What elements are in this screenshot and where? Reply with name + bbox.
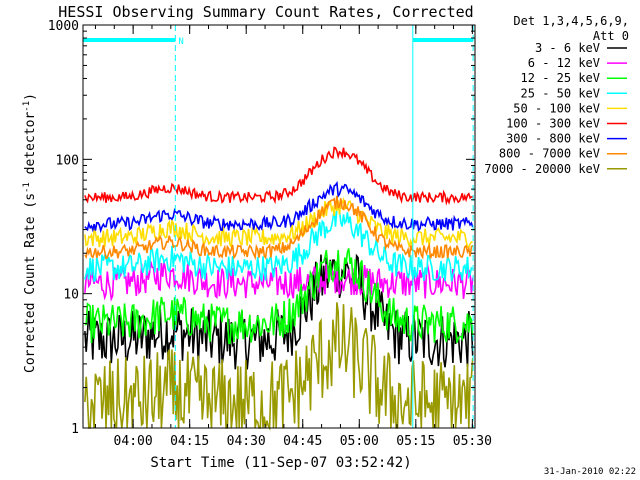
series-line-2 xyxy=(84,248,474,345)
flag-bar-label: N xyxy=(178,37,183,47)
x-tick-label: 04:15 xyxy=(170,434,209,449)
flag-bar-0 xyxy=(83,38,176,42)
series-line-5 xyxy=(84,146,473,206)
legend-label: 800 - 7000 keV xyxy=(499,147,600,161)
legend-label: 100 - 300 keV xyxy=(506,117,600,131)
x-tick-label: 05:30 xyxy=(453,434,492,449)
x-tick-label: 05:00 xyxy=(340,434,379,449)
y-axis-label-mid: detector xyxy=(23,112,38,183)
x-tick-label: 04:30 xyxy=(227,434,266,449)
plot-area: N 1 10 100 1000 04:00 04:15 04:30 04:45 05:00 05:… xyxy=(48,19,492,449)
flag-bar-1 xyxy=(412,38,474,42)
y-axis-label: Corrected Count Rate (s-1 detector-1) xyxy=(22,93,38,373)
legend-label: 6 - 12 keV xyxy=(528,56,600,70)
x-tick-label: 05:15 xyxy=(396,434,435,449)
y-axis-label-end: ) xyxy=(23,93,38,101)
y-axis-label-sup2: -1 xyxy=(22,101,32,112)
legend-label: 3 - 6 keV xyxy=(535,41,600,55)
y-axis-label-sup1: -1 xyxy=(22,182,32,193)
x-tick-label: 04:00 xyxy=(114,434,153,449)
footer-date: 31-Jan-2010 02:22 xyxy=(544,467,636,477)
legend-label: 12 - 25 keV xyxy=(521,71,600,85)
tick-layer: 1 10 100 1000 04:00 04:15 04:30 04:45 05:00 05:15… xyxy=(48,19,492,449)
x-axis-label: Start Time (11-Sep-07 03:52:42) xyxy=(150,455,411,471)
series-line-8 xyxy=(84,302,474,431)
series-line-6 xyxy=(84,180,474,234)
axes-frame xyxy=(82,24,476,429)
legend-label: 25 - 50 keV xyxy=(521,86,600,100)
legend-label: 300 - 800 keV xyxy=(506,132,600,146)
chart-title: HESSI Observing Summary Count Rates, Cor… xyxy=(58,3,473,21)
legend-label: 7000 - 20000 keV xyxy=(484,162,600,176)
legend-header-line1: Det 1,3,4,5,6,9, xyxy=(513,14,629,28)
series-line-7 xyxy=(84,195,474,261)
series-line-1 xyxy=(84,261,474,302)
flag-layer: N xyxy=(83,25,474,428)
y-axis-label-main: Corrected Count Rate (s xyxy=(23,193,38,373)
series-line-3 xyxy=(84,207,474,283)
y-tick-label: 100 xyxy=(56,153,79,168)
y-tick-label: 1 xyxy=(71,422,79,437)
series-line-4 xyxy=(84,196,473,250)
y-tick-label: 10 xyxy=(63,288,79,303)
legend-label: 50 - 100 keV xyxy=(513,101,600,115)
x-tick-label: 04:45 xyxy=(283,434,322,449)
y-tick-label: 1000 xyxy=(48,19,79,34)
legend-header-line2: Att 0 xyxy=(593,29,629,43)
series-layer xyxy=(84,146,474,431)
